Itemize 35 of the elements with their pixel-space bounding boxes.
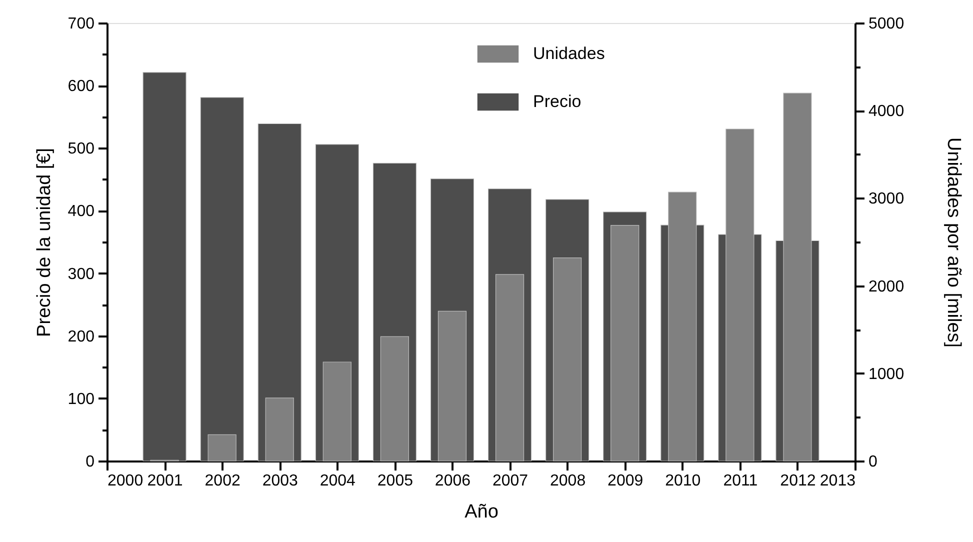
x-tick-label: 2005 xyxy=(377,472,414,490)
y-tick-label: 400 xyxy=(68,203,95,220)
y2-axis-title: Unidades por año [miles] xyxy=(943,137,964,348)
y2-tick-label: 5000 xyxy=(868,16,904,32)
y2-tick-label: 4000 xyxy=(868,103,904,120)
x-tick-label: 2004 xyxy=(320,472,356,490)
x-tick-label: 2001 xyxy=(147,472,183,490)
legend-label: Unidades xyxy=(533,44,605,63)
x-tick-label: 2008 xyxy=(550,472,586,490)
y-tick-label: 0 xyxy=(86,454,95,470)
y-tick-label: 600 xyxy=(68,78,95,96)
x-tick-label: 2006 xyxy=(434,472,471,490)
x-axis-title: Año xyxy=(464,502,498,522)
y2-tick-label: 2000 xyxy=(868,278,904,296)
y2-tick-label: 0 xyxy=(868,454,878,470)
x-tick-label: 2003 xyxy=(262,472,298,490)
y2-tick-label: 3000 xyxy=(868,190,904,208)
x-tick-label: 2012 xyxy=(780,472,816,490)
bar xyxy=(200,97,244,462)
x-tick-label: 2002 xyxy=(204,472,240,490)
x-tick-label: 2013 xyxy=(820,472,856,490)
x-tick-label: 2010 xyxy=(665,472,701,490)
legend-label: Precio xyxy=(533,92,582,111)
y2-tick-label: 1000 xyxy=(868,366,904,383)
x-tick-label: 2009 xyxy=(608,472,644,490)
y-axis-title: Precio de la unidad [€] xyxy=(34,148,55,338)
y-tick-label: 100 xyxy=(68,390,95,408)
y-tick-label: 500 xyxy=(68,140,95,158)
y-tick-label: 700 xyxy=(68,16,95,32)
y-tick-label: 200 xyxy=(68,328,95,346)
x-tick-label: 2000 xyxy=(108,472,144,490)
bar xyxy=(142,72,186,462)
x-tick-label: 2007 xyxy=(492,472,528,490)
x-tick-label: 2011 xyxy=(723,472,758,490)
y-tick-label: 300 xyxy=(68,266,95,283)
